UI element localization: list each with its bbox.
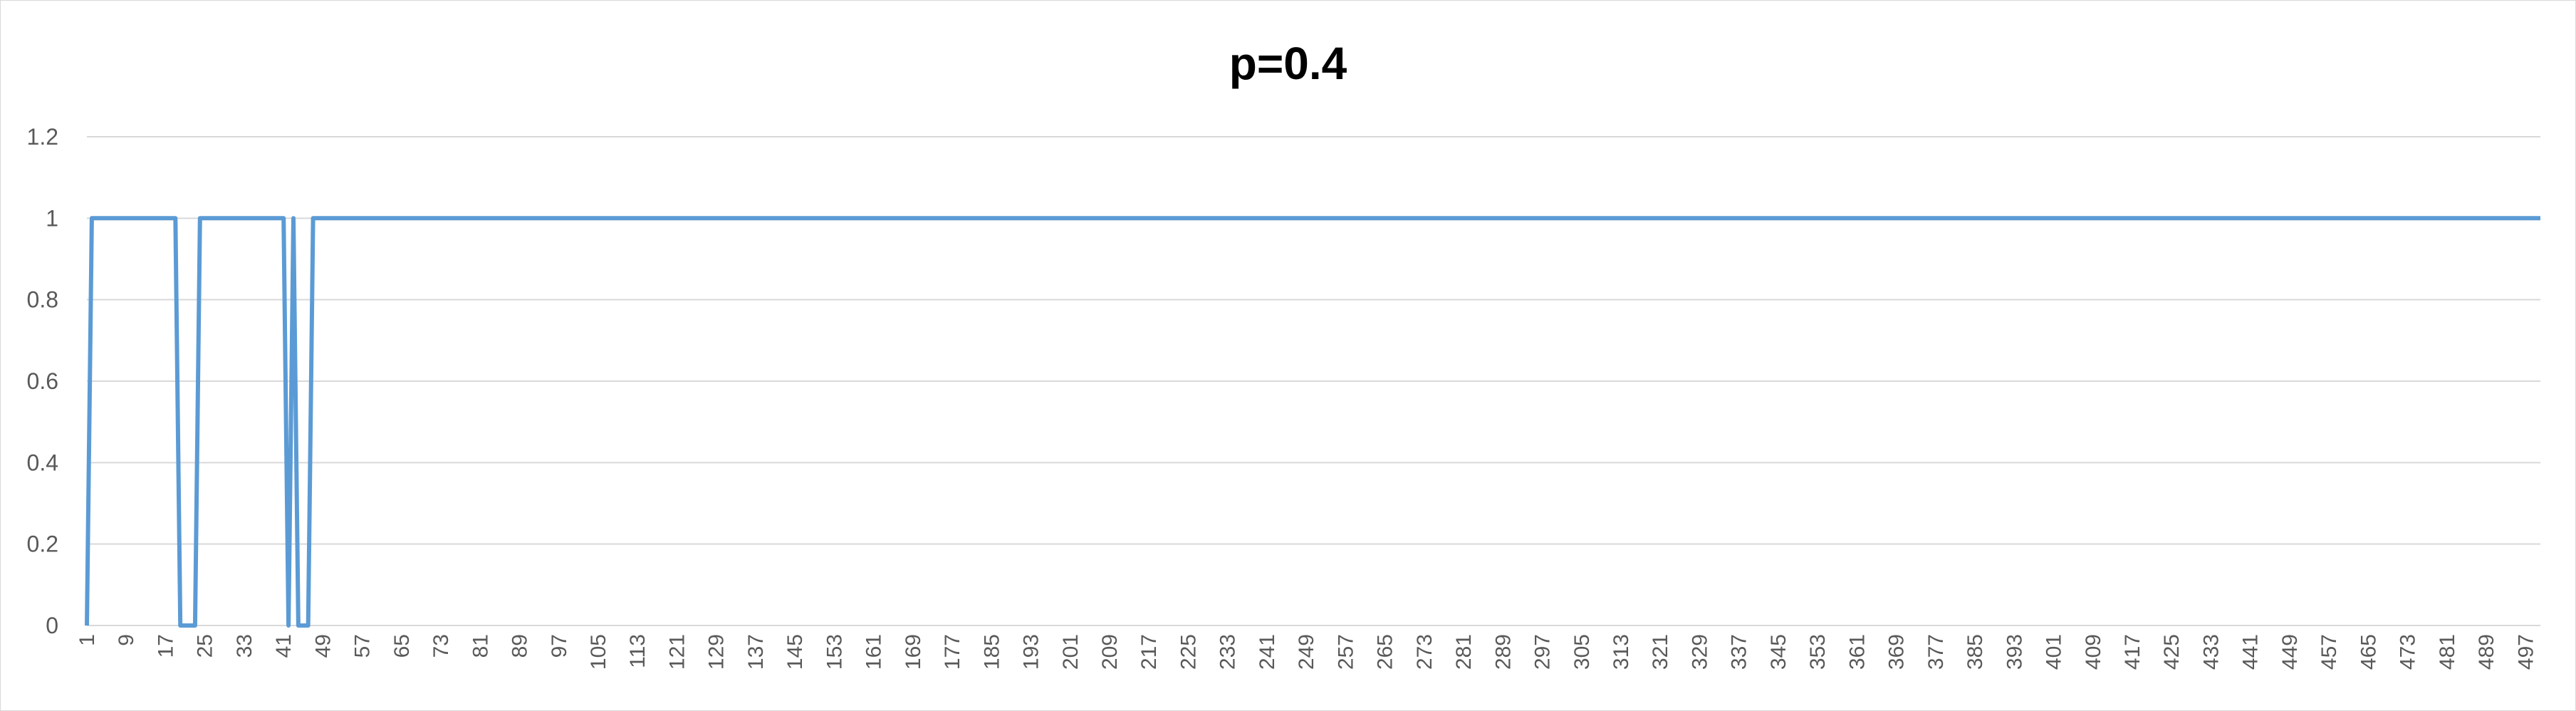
x-tick-label: 305 [1570,634,1594,670]
x-axis-ticks: 1 9 17 25 33 41 49 57 65 73 81 89 97 105 113 121 129 137 1… [75,634,2538,670]
x-tick-label: 249 [1295,634,1318,670]
x-tick-label: 145 [783,634,807,670]
x-tick-label: 345 [1767,634,1790,670]
x-tick-label: 233 [1216,634,1240,670]
x-tick-label: 129 [705,634,729,670]
x-tick-label: 209 [1098,634,1122,670]
x-tick-label: 497 [2514,634,2538,670]
x-tick-label: 33 [233,634,256,658]
x-tick-label: 225 [1177,634,1200,670]
y-tick-label: 0.2 [27,531,58,557]
series-line-0 [87,218,2540,626]
x-tick-label: 489 [2475,634,2498,670]
x-tick-label: 9 [115,634,138,646]
x-tick-label: 193 [1020,634,1043,670]
x-tick-label: 17 [154,634,177,658]
x-tick-label: 417 [2121,634,2144,670]
x-tick-label: 177 [941,634,964,670]
x-tick-label: 361 [1845,634,1869,670]
x-tick-label: 257 [1334,634,1357,670]
x-tick-label: 289 [1491,634,1515,670]
x-tick-label: 1 [75,634,99,646]
x-tick-label: 473 [2397,634,2420,670]
x-tick-label: 281 [1452,634,1476,670]
x-tick-label: 137 [744,634,768,670]
x-tick-label: 385 [1964,634,1987,670]
x-tick-label: 169 [902,634,925,670]
x-tick-label: 457 [2317,634,2341,670]
x-tick-label: 105 [587,634,610,670]
x-tick-label: 201 [1059,634,1083,670]
x-tick-label: 377 [1924,634,1948,670]
x-tick-label: 241 [1256,634,1279,670]
x-tick-label: 121 [665,634,689,670]
y-tick-label: 0 [46,613,58,638]
x-tick-label: 329 [1688,634,1711,670]
x-tick-label: 337 [1728,634,1751,670]
x-tick-label: 393 [2003,634,2026,670]
x-tick-label: 465 [2357,634,2380,670]
y-tick-label: 0.4 [27,450,58,475]
y-tick-label: 0.8 [27,287,58,313]
y-tick-label: 1 [46,205,58,231]
x-tick-label: 65 [390,634,414,658]
x-tick-label: 401 [2043,634,2066,670]
x-tick-label: 321 [1649,634,1672,670]
series-layer [87,218,2540,626]
x-tick-label: 97 [548,634,571,658]
x-tick-label: 433 [2199,634,2223,670]
x-tick-label: 449 [2278,634,2302,670]
x-tick-label: 89 [509,634,532,658]
x-tick-label: 25 [194,634,217,658]
x-tick-label: 409 [2082,634,2105,670]
x-tick-label: 313 [1610,634,1633,670]
x-tick-label: 73 [429,634,453,658]
x-tick-label: 353 [1806,634,1830,670]
x-tick-label: 41 [272,634,296,658]
x-tick-label: 153 [823,634,846,670]
x-tick-label: 369 [1885,634,1909,670]
x-tick-label: 481 [2436,634,2459,670]
x-tick-label: 425 [2160,634,2184,670]
x-tick-label: 49 [311,634,335,658]
gridlines [87,137,2540,626]
x-tick-label: 441 [2239,634,2263,670]
x-tick-label: 273 [1413,634,1436,670]
x-tick-label: 217 [1137,634,1161,670]
x-tick-label: 265 [1374,634,1397,670]
x-tick-label: 161 [862,634,886,670]
x-tick-label: 185 [980,634,1003,670]
x-tick-label: 113 [626,634,650,668]
x-tick-label: 57 [351,634,375,658]
x-tick-label: 81 [469,634,492,658]
y-tick-label: 0.6 [27,368,58,394]
y-tick-label: 1.2 [27,124,58,150]
y-axis-ticks: 0 0.2 0.4 0.6 0.8 1 1.2 [27,124,58,638]
x-tick-label: 297 [1531,634,1555,670]
